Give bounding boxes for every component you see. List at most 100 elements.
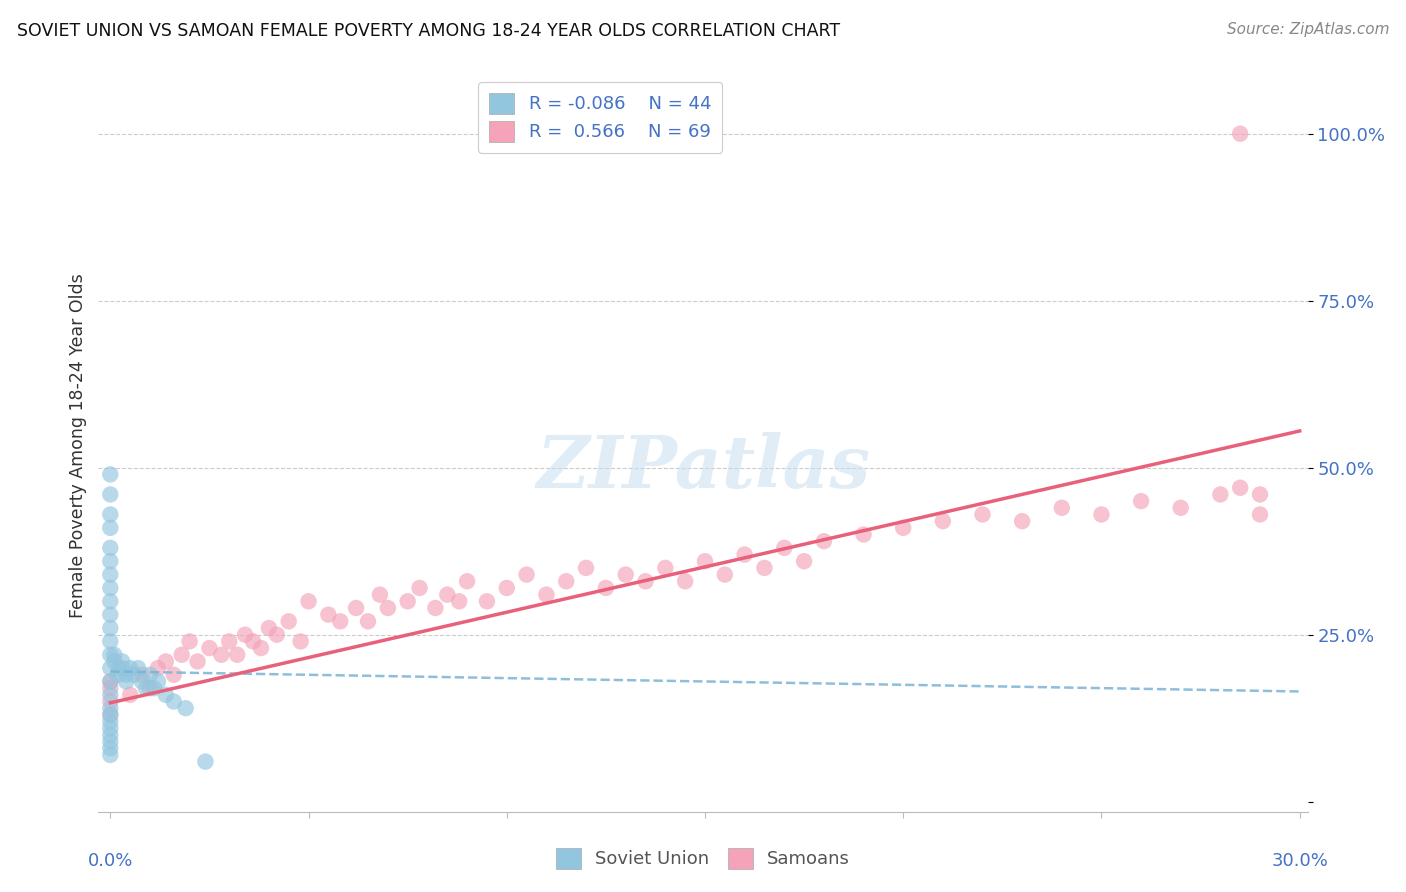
Point	[170, 648, 193, 662]
Point	[98, 541, 121, 555]
Point	[103, 655, 125, 669]
Point	[1209, 487, 1232, 501]
Point	[1170, 500, 1192, 515]
Point	[111, 655, 134, 669]
Point	[1011, 514, 1033, 528]
Point	[368, 588, 391, 602]
Point	[142, 681, 165, 695]
Point	[377, 601, 399, 615]
Point	[155, 688, 177, 702]
Point	[456, 574, 478, 589]
Point	[357, 615, 380, 629]
Point	[107, 661, 129, 675]
Point	[103, 648, 125, 662]
Point	[186, 655, 208, 669]
Point	[98, 694, 121, 708]
Point	[111, 661, 134, 675]
Point	[146, 674, 169, 689]
Point	[98, 621, 121, 635]
Text: 30.0%: 30.0%	[1271, 852, 1329, 870]
Point	[773, 541, 796, 555]
Point	[98, 487, 121, 501]
Point	[297, 594, 319, 608]
Point	[408, 581, 430, 595]
Point	[120, 661, 142, 675]
Point	[131, 667, 153, 681]
Point	[318, 607, 340, 622]
Point	[115, 674, 138, 689]
Point	[98, 594, 121, 608]
Point	[475, 594, 498, 608]
Point	[98, 661, 121, 675]
Point	[233, 628, 256, 642]
Point	[425, 601, 447, 615]
Point	[218, 634, 240, 648]
Point	[290, 634, 312, 648]
Point	[1249, 487, 1271, 501]
Point	[98, 648, 121, 662]
Point	[329, 615, 352, 629]
Point	[174, 701, 197, 715]
Point	[98, 741, 121, 756]
Point	[495, 581, 517, 595]
Point	[277, 615, 299, 629]
Point	[344, 601, 367, 615]
Point	[1229, 127, 1251, 141]
Point	[1130, 494, 1153, 508]
Point	[714, 567, 737, 582]
Point	[1090, 508, 1112, 522]
Point	[654, 561, 676, 575]
Point	[146, 661, 169, 675]
Point	[98, 721, 121, 735]
Point	[555, 574, 578, 589]
Point	[634, 574, 657, 589]
Point	[98, 554, 121, 568]
Point	[250, 641, 273, 656]
Point	[242, 634, 264, 648]
Point	[122, 667, 145, 681]
Point	[98, 508, 121, 522]
Point	[98, 674, 121, 689]
Point	[1229, 481, 1251, 495]
Text: 0.0%: 0.0%	[87, 852, 134, 870]
Point	[891, 521, 914, 535]
Point	[595, 581, 617, 595]
Point	[1050, 500, 1073, 515]
Point	[734, 548, 756, 562]
Point	[98, 728, 121, 742]
Text: Source: ZipAtlas.com: Source: ZipAtlas.com	[1226, 22, 1389, 37]
Point	[257, 621, 280, 635]
Point	[575, 561, 598, 575]
Point	[226, 648, 249, 662]
Point	[98, 734, 121, 748]
Point	[194, 755, 217, 769]
Text: ZIPatlas: ZIPatlas	[536, 433, 870, 503]
Point	[266, 628, 288, 642]
Point	[852, 527, 875, 541]
Point	[163, 667, 186, 681]
Point	[98, 581, 121, 595]
Point	[139, 667, 162, 681]
Point	[1249, 508, 1271, 522]
Point	[516, 567, 538, 582]
Point	[209, 648, 232, 662]
Point	[436, 588, 458, 602]
Point	[614, 567, 637, 582]
Point	[179, 634, 201, 648]
Point	[754, 561, 776, 575]
Legend: Soviet Union, Samoans: Soviet Union, Samoans	[548, 840, 858, 876]
Point	[98, 688, 121, 702]
Point	[98, 674, 121, 689]
Point	[98, 607, 121, 622]
Point	[396, 594, 419, 608]
Point	[98, 634, 121, 648]
Point	[98, 701, 121, 715]
Point	[131, 674, 153, 689]
Point	[98, 747, 121, 762]
Point	[163, 694, 186, 708]
Point	[139, 681, 162, 695]
Point	[536, 588, 558, 602]
Text: SOVIET UNION VS SAMOAN FEMALE POVERTY AMONG 18-24 YEAR OLDS CORRELATION CHART: SOVIET UNION VS SAMOAN FEMALE POVERTY AM…	[17, 22, 839, 40]
Point	[793, 554, 815, 568]
Point	[98, 467, 121, 482]
